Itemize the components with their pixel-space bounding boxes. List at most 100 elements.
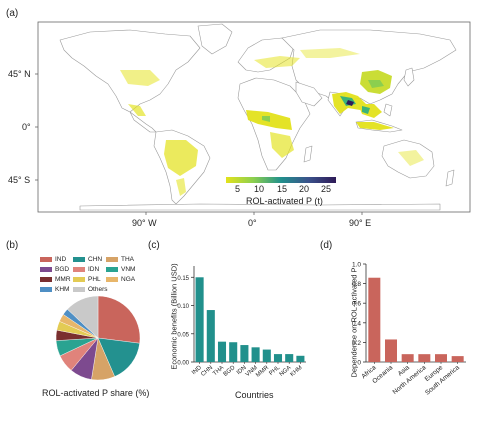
x-tick-label: CHN <box>200 365 214 378</box>
pie-slice-others <box>67 295 99 339</box>
colorbar-label: ROL-activated P (t) <box>246 196 323 206</box>
new-zealand-shape <box>445 169 455 187</box>
pie-legend-swatch <box>40 257 52 262</box>
pie-legend-swatch <box>73 267 85 272</box>
pie-legend-label: IND <box>55 256 67 263</box>
pie-legend-label: Others <box>88 286 108 293</box>
pie-legend-swatch <box>73 277 85 282</box>
pie-legend-swatch <box>40 277 52 282</box>
pie-legend-item-ind: IND <box>40 256 66 263</box>
bar-mmr <box>262 349 271 362</box>
bar-d-ylabel: Dependence on ROL-activated P <box>349 267 359 378</box>
pie-legend-swatch <box>40 287 52 292</box>
bar-khm <box>296 355 305 362</box>
pie-legend-item-others: Others <box>73 286 108 293</box>
lat-tick-45n: 45° N <box>8 69 31 79</box>
bar-idn <box>240 345 249 362</box>
bar-africa <box>368 277 381 362</box>
colorbar-tick: 20 <box>299 184 310 194</box>
pie-legend-label: IDN <box>88 266 100 273</box>
panel-label-d: (d) <box>320 240 333 251</box>
pie-legend-label: THA <box>121 256 134 263</box>
pie-legend-swatch <box>73 287 85 292</box>
bar-ind <box>195 277 204 362</box>
pie-legend-item-mmr: MMR <box>40 276 71 283</box>
pie-legend-item-vnm: VNM <box>106 266 135 273</box>
australia-shape <box>381 139 435 179</box>
pie-slice-chn <box>97 337 140 377</box>
y-tick-label: 0.4 <box>352 320 361 327</box>
bar-vnm <box>251 347 260 362</box>
lat-tick-45s: 45° S <box>8 175 31 185</box>
bar-phl <box>273 354 283 362</box>
panel-label-c: (c) <box>148 240 160 251</box>
y-tick-label: 0.05 <box>177 332 189 338</box>
bar-south-america <box>451 356 464 362</box>
bar-bgd <box>229 342 238 362</box>
bar-tha <box>217 341 227 362</box>
bar-north-america <box>418 354 431 362</box>
pie-xlabel: ROL-activated P share (%) <box>42 388 150 398</box>
panel-label-b: (b) <box>6 240 19 251</box>
y-tick-label: 0.15 <box>177 276 189 282</box>
pie-legend-swatch <box>106 257 118 262</box>
bar-asia <box>401 354 414 362</box>
bar-nga <box>285 354 294 362</box>
pie-legend-label: PHL <box>88 276 101 283</box>
pie-legend-label: CHN <box>88 256 103 263</box>
bar-c-ylabel: Economic benefits (Billion USD) <box>169 263 179 370</box>
pie-legend-item-chn: CHN <box>73 256 102 263</box>
pie-legend-swatch <box>106 277 118 282</box>
y-tick-label: 0.10 <box>177 304 189 310</box>
bar-c-xlabel: Countries <box>235 390 274 400</box>
x-tick-label: IDN <box>236 365 248 376</box>
pie-legend-swatch <box>73 257 85 262</box>
lon-tick-90w: 90° W <box>132 218 157 228</box>
pie-legend-label: MMR <box>55 276 71 283</box>
map-ticks <box>35 73 363 215</box>
y-tick-label: 0.6 <box>352 301 361 308</box>
antarctica-shape <box>79 203 441 211</box>
pie-legend-swatch <box>40 267 52 272</box>
bar-chn <box>206 310 215 362</box>
colorbar <box>226 177 336 183</box>
pie-legend-label: VNM <box>121 266 136 273</box>
rol-hotspots <box>262 80 384 122</box>
pie-chart <box>55 295 141 381</box>
pie-legend-label: BGD <box>55 266 70 273</box>
y-tick-label: 0.8 <box>352 281 361 288</box>
madagascar-shape <box>303 145 313 163</box>
x-tick-label: IND <box>191 365 203 377</box>
y-tick-label: 0 <box>357 360 361 367</box>
y-tick-label: 1.0 <box>352 262 361 269</box>
pie-legend-item-khm: KHM <box>40 286 69 293</box>
pie-legend-swatch <box>106 267 118 272</box>
pie-legend-item-bgd: BGD <box>40 266 69 273</box>
pie-legend-label: NGA <box>121 276 136 283</box>
colorbar-tick: 15 <box>277 184 288 194</box>
pie-legend-item-nga: NGA <box>106 276 135 283</box>
lon-tick-90e: 90° E <box>349 218 372 228</box>
world-map <box>35 21 471 215</box>
colorbar-tick: 25 <box>321 184 332 194</box>
bar-europe <box>435 354 447 362</box>
x-tick-label: KHM <box>290 365 304 378</box>
pie-legend: IND BGD MMR KHM CHN IDN PHL Others THA VNM NGA <box>40 256 150 296</box>
y-tick-label: 0.2 <box>352 340 361 347</box>
pie-legend-item-idn: IDN <box>73 266 99 273</box>
lat-tick-0: 0° <box>22 122 31 132</box>
arabia-shape <box>295 81 323 107</box>
lon-tick-0: 0° <box>248 218 257 228</box>
colorbar-tick: 5 <box>235 184 241 194</box>
pie-legend-item-tha: THA <box>106 256 134 263</box>
greenland-shape <box>197 23 233 55</box>
pie-slice-ind <box>97 295 141 344</box>
bar-oceania <box>385 339 397 362</box>
philippines-shape <box>383 103 393 117</box>
pie-legend-item-phl: PHL <box>73 276 101 283</box>
y-tick-label: 0.00 <box>177 361 189 367</box>
axes <box>365 264 466 363</box>
japan-shape <box>403 67 415 87</box>
